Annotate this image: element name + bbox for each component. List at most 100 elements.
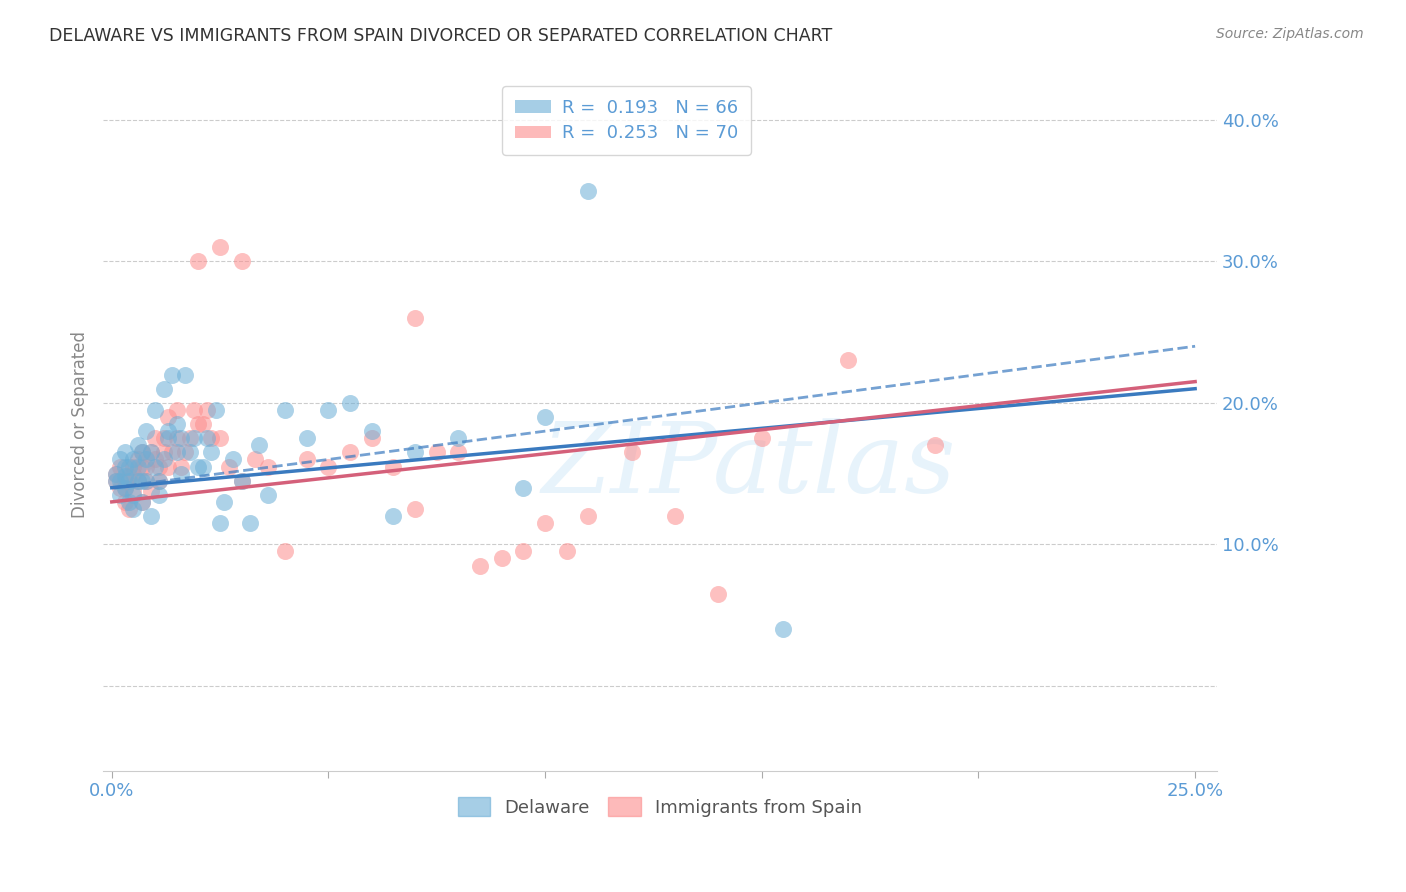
- Point: [118, 469, 141, 483]
- Point: [110, 488, 132, 502]
- Point: [231, 254, 253, 268]
- Point: [143, 452, 166, 467]
- Point: [231, 474, 253, 488]
- Point: [131, 495, 153, 509]
- Point: [122, 467, 145, 481]
- Point: [491, 551, 513, 566]
- Point: [131, 474, 153, 488]
- Text: ZIPatlas: ZIPatlas: [541, 418, 956, 513]
- Point: [209, 240, 232, 254]
- Point: [118, 502, 141, 516]
- Point: [179, 431, 201, 445]
- Point: [195, 403, 218, 417]
- Point: [447, 431, 470, 445]
- Legend: Delaware, Immigrants from Spain: Delaware, Immigrants from Spain: [450, 790, 869, 824]
- Point: [170, 431, 193, 445]
- Point: [157, 409, 180, 424]
- Point: [148, 488, 170, 502]
- Point: [243, 452, 266, 467]
- Point: [148, 474, 170, 488]
- Point: [127, 474, 149, 488]
- Text: DELAWARE VS IMMIGRANTS FROM SPAIN DIVORCED OR SEPARATED CORRELATION CHART: DELAWARE VS IMMIGRANTS FROM SPAIN DIVORC…: [49, 27, 832, 45]
- Point: [157, 424, 180, 438]
- Point: [447, 445, 470, 459]
- Point: [256, 459, 278, 474]
- Point: [179, 445, 201, 459]
- Point: [404, 445, 426, 459]
- Point: [512, 481, 534, 495]
- Point: [166, 403, 188, 417]
- Point: [135, 452, 157, 467]
- Point: [274, 544, 297, 558]
- Y-axis label: Divorced or Separated: Divorced or Separated: [72, 331, 89, 517]
- Point: [122, 502, 145, 516]
- Point: [118, 495, 141, 509]
- Point: [360, 431, 382, 445]
- Point: [512, 544, 534, 558]
- Point: [534, 516, 557, 530]
- Point: [339, 445, 361, 459]
- Point: [214, 495, 236, 509]
- Point: [187, 254, 209, 268]
- Point: [143, 459, 166, 474]
- Point: [578, 184, 600, 198]
- Point: [157, 459, 180, 474]
- Point: [239, 516, 262, 530]
- Point: [114, 474, 136, 488]
- Point: [135, 474, 157, 488]
- Point: [191, 417, 214, 431]
- Point: [114, 481, 136, 495]
- Point: [166, 417, 188, 431]
- Point: [924, 438, 946, 452]
- Point: [110, 481, 132, 495]
- Point: [131, 445, 153, 459]
- Point: [174, 368, 197, 382]
- Point: [105, 474, 128, 488]
- Point: [382, 459, 405, 474]
- Point: [534, 409, 557, 424]
- Point: [118, 474, 141, 488]
- Point: [360, 424, 382, 438]
- Point: [131, 495, 153, 509]
- Point: [274, 403, 297, 417]
- Point: [143, 403, 166, 417]
- Point: [135, 424, 157, 438]
- Point: [295, 452, 318, 467]
- Point: [209, 431, 232, 445]
- Point: [187, 459, 209, 474]
- Point: [148, 459, 170, 474]
- Point: [139, 445, 162, 459]
- Point: [110, 474, 132, 488]
- Point: [152, 452, 174, 467]
- Point: [122, 452, 145, 467]
- Point: [200, 445, 222, 459]
- Point: [382, 509, 405, 524]
- Point: [187, 417, 209, 431]
- Point: [191, 459, 214, 474]
- Point: [131, 445, 153, 459]
- Point: [139, 483, 162, 498]
- Point: [183, 403, 205, 417]
- Point: [295, 431, 318, 445]
- Point: [105, 467, 128, 481]
- Point: [664, 509, 686, 524]
- Point: [127, 459, 149, 474]
- Point: [222, 452, 245, 467]
- Point: [110, 459, 132, 474]
- Point: [195, 431, 218, 445]
- Point: [105, 474, 128, 488]
- Point: [127, 438, 149, 452]
- Point: [114, 459, 136, 474]
- Point: [426, 445, 449, 459]
- Point: [162, 368, 184, 382]
- Point: [751, 431, 773, 445]
- Point: [620, 445, 643, 459]
- Point: [152, 431, 174, 445]
- Point: [166, 431, 188, 445]
- Point: [218, 459, 240, 474]
- Point: [114, 469, 136, 483]
- Point: [131, 459, 153, 474]
- Point: [339, 396, 361, 410]
- Point: [578, 509, 600, 524]
- Point: [231, 474, 253, 488]
